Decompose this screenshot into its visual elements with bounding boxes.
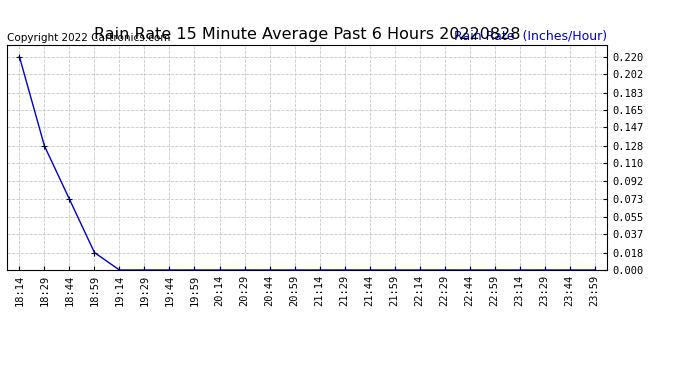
Title: Rain Rate 15 Minute Average Past 6 Hours 20220828: Rain Rate 15 Minute Average Past 6 Hours… bbox=[94, 27, 520, 42]
Text: Rain Rate  (Inches/Hour): Rain Rate (Inches/Hour) bbox=[454, 30, 607, 43]
Text: Copyright 2022 Cartronics.com: Copyright 2022 Cartronics.com bbox=[7, 33, 170, 43]
